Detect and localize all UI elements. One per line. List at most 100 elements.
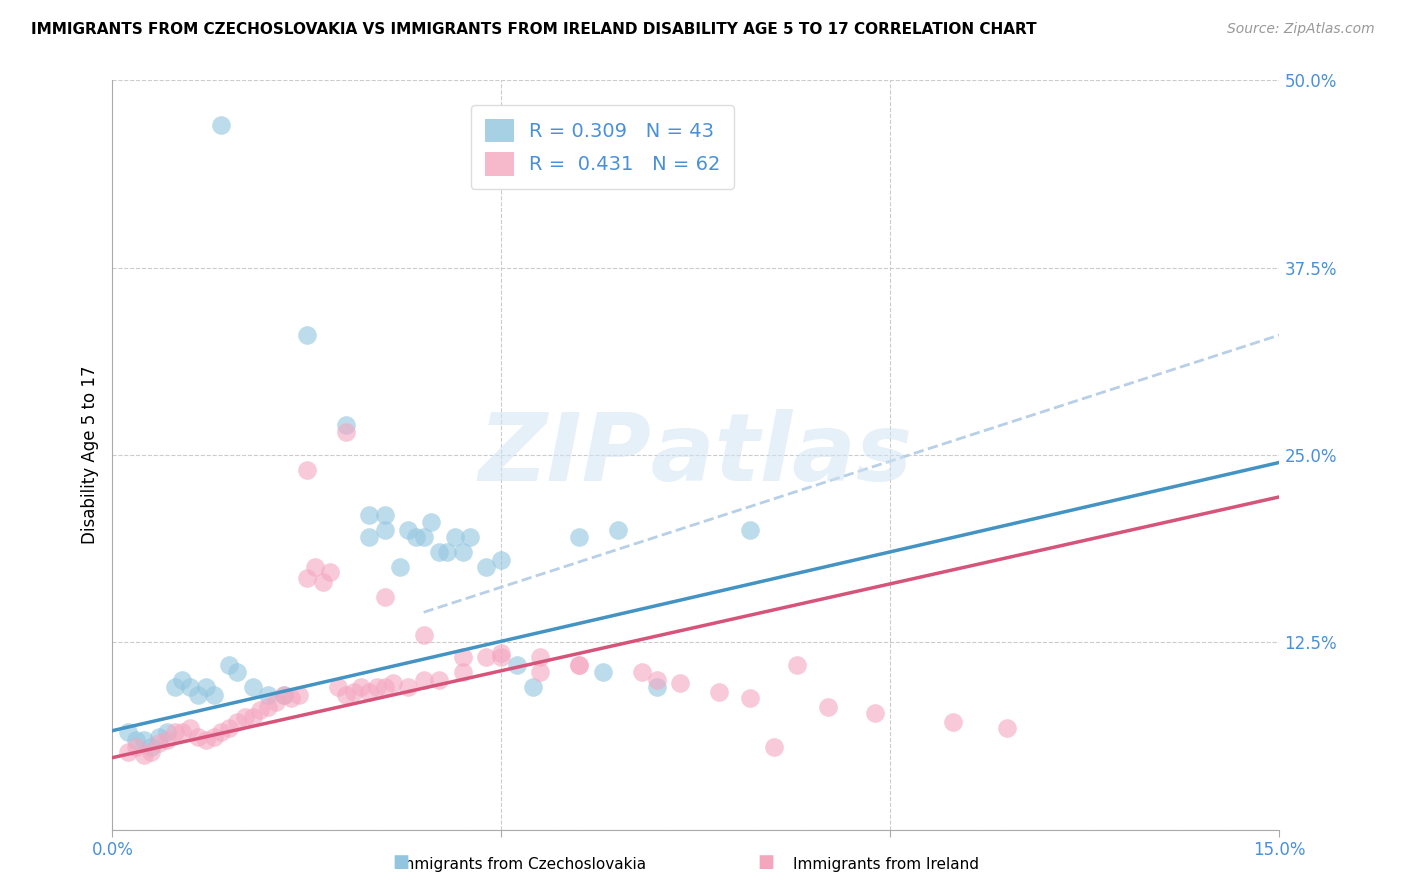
- Point: [326, 680, 349, 694]
- Point: [194, 680, 217, 694]
- Point: [529, 650, 551, 665]
- Point: [592, 665, 614, 680]
- Point: [529, 665, 551, 680]
- Point: [335, 425, 357, 440]
- Point: [645, 673, 668, 687]
- Text: ZIP​atlas: ZIP​atlas: [479, 409, 912, 501]
- Point: [412, 673, 434, 687]
- Point: [607, 523, 630, 537]
- Point: [257, 688, 280, 702]
- Text: Immigrants from Czechoslovakia: Immigrants from Czechoslovakia: [395, 857, 645, 872]
- Legend: R = 0.309   N = 43, R =  0.431   N = 62: R = 0.309 N = 43, R = 0.431 N = 62: [471, 105, 734, 189]
- Point: [995, 721, 1018, 735]
- Point: [451, 665, 474, 680]
- Point: [568, 657, 591, 672]
- Point: [645, 680, 668, 694]
- Point: [405, 530, 427, 544]
- Point: [319, 565, 342, 579]
- Point: [273, 688, 295, 702]
- Point: [786, 657, 808, 672]
- Point: [374, 508, 396, 522]
- Point: [288, 688, 311, 702]
- Point: [427, 545, 450, 559]
- Point: [568, 530, 591, 544]
- Point: [202, 688, 225, 702]
- Point: [242, 710, 264, 724]
- Point: [194, 732, 217, 747]
- Point: [257, 699, 280, 714]
- Point: [233, 710, 256, 724]
- Point: [412, 628, 434, 642]
- Point: [172, 725, 194, 739]
- Point: [374, 680, 396, 694]
- Point: [163, 725, 186, 739]
- Point: [148, 730, 170, 744]
- Point: [359, 684, 381, 698]
- Point: [412, 530, 434, 544]
- Point: [475, 560, 498, 574]
- Point: [148, 736, 170, 750]
- Point: [740, 690, 762, 705]
- Point: [141, 740, 163, 755]
- Point: [817, 699, 839, 714]
- Point: [863, 706, 886, 720]
- Point: [381, 675, 404, 690]
- Point: [374, 523, 396, 537]
- Text: ■: ■: [758, 853, 775, 871]
- Point: [273, 688, 295, 702]
- Point: [295, 463, 318, 477]
- Point: [304, 560, 326, 574]
- Point: [187, 688, 209, 702]
- Point: [117, 725, 139, 739]
- Point: [740, 523, 762, 537]
- Point: [209, 118, 232, 132]
- Point: [942, 714, 965, 729]
- Point: [374, 591, 396, 605]
- Point: [396, 523, 419, 537]
- Point: [475, 650, 498, 665]
- Point: [209, 725, 232, 739]
- Point: [117, 745, 139, 759]
- Point: [132, 732, 155, 747]
- Y-axis label: Disability Age 5 to 17: Disability Age 5 to 17: [80, 366, 98, 544]
- Point: [125, 740, 148, 755]
- Point: [156, 732, 179, 747]
- Point: [420, 516, 443, 530]
- Point: [491, 646, 513, 660]
- Point: [156, 725, 179, 739]
- Point: [568, 657, 591, 672]
- Point: [343, 684, 366, 698]
- Point: [491, 553, 513, 567]
- Point: [187, 730, 209, 744]
- Text: Source: ZipAtlas.com: Source: ZipAtlas.com: [1227, 22, 1375, 37]
- Point: [709, 684, 731, 698]
- Point: [295, 571, 318, 585]
- Point: [218, 657, 240, 672]
- Point: [218, 721, 240, 735]
- Point: [179, 721, 201, 735]
- Point: [359, 530, 381, 544]
- Point: [366, 680, 388, 694]
- Point: [436, 545, 458, 559]
- Point: [163, 680, 186, 694]
- Point: [443, 530, 465, 544]
- Text: IMMIGRANTS FROM CZECHOSLOVAKIA VS IMMIGRANTS FROM IRELAND DISABILITY AGE 5 TO 17: IMMIGRANTS FROM CZECHOSLOVAKIA VS IMMIGR…: [31, 22, 1036, 37]
- Point: [226, 665, 249, 680]
- Point: [295, 328, 318, 343]
- Point: [460, 530, 482, 544]
- Point: [451, 650, 474, 665]
- Point: [396, 680, 419, 694]
- Point: [350, 680, 373, 694]
- Point: [359, 508, 381, 522]
- Point: [242, 680, 264, 694]
- Point: [280, 690, 302, 705]
- Point: [179, 680, 201, 694]
- Text: ■: ■: [392, 853, 409, 871]
- Point: [311, 575, 333, 590]
- Point: [226, 714, 249, 729]
- Point: [125, 732, 148, 747]
- Point: [389, 560, 412, 574]
- Point: [491, 650, 513, 665]
- Point: [630, 665, 652, 680]
- Point: [141, 745, 163, 759]
